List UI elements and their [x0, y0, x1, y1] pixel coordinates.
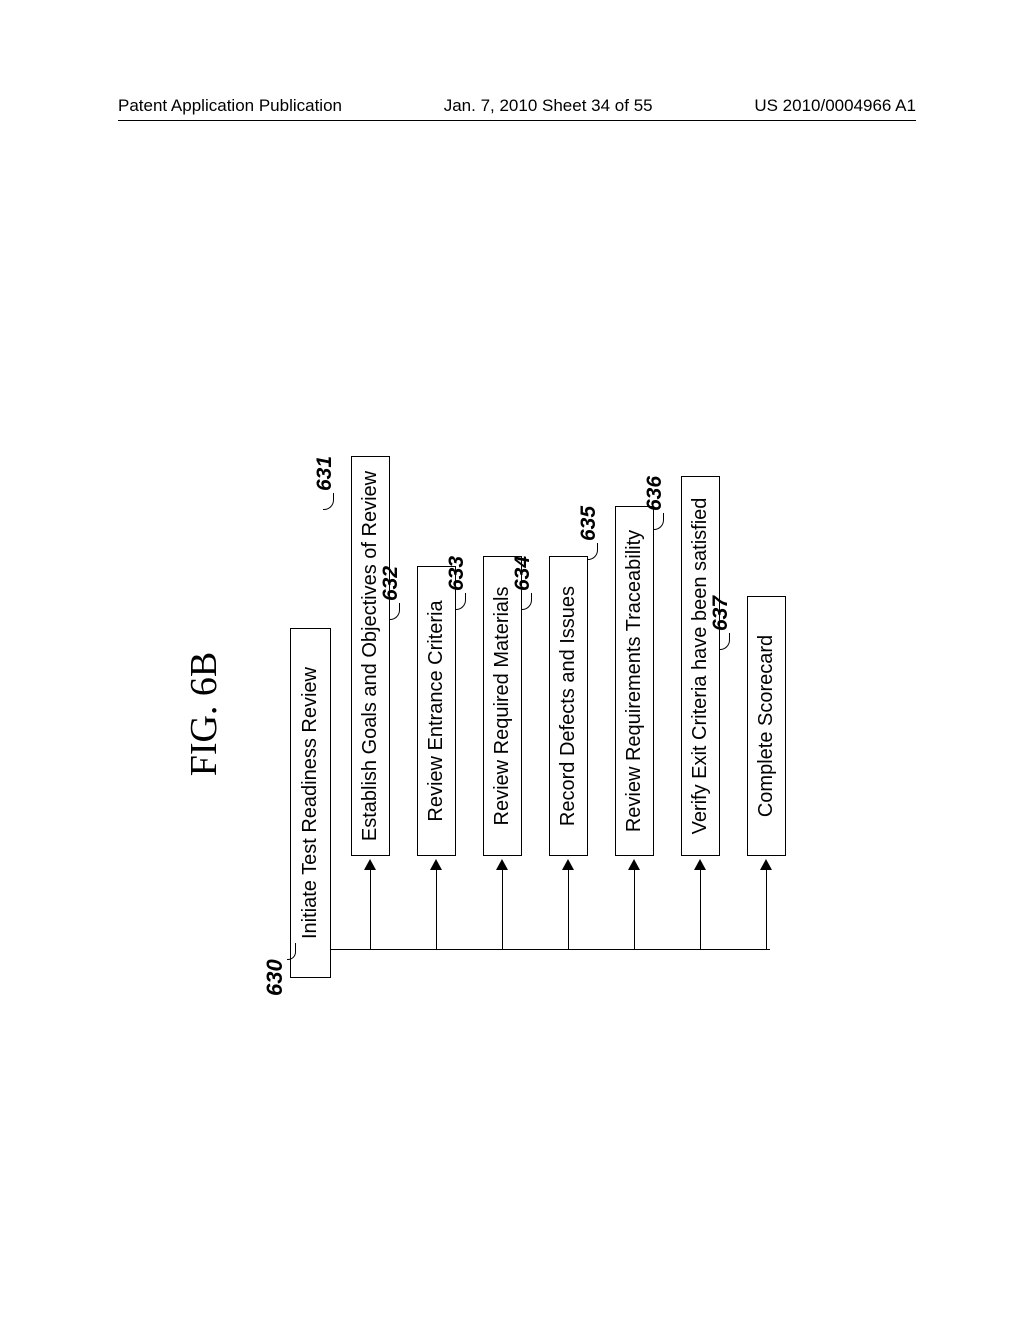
- step-row: 631 Establish Goals and Objectives of Re…: [337, 224, 403, 950]
- figure-rotated-content: FIG. 6B 630 Initiate Test Readiness Revi…: [152, 224, 872, 1204]
- step-row: 634 Record Defects and Issues: [535, 224, 601, 950]
- arrowhead-icon: [694, 859, 706, 870]
- arrowhead-icon: [562, 859, 574, 870]
- step-box: Review Entrance Criteria: [417, 566, 456, 856]
- header-rule: [118, 120, 916, 121]
- ref-curl: [323, 493, 334, 510]
- connector: [634, 868, 635, 950]
- patent-header: Patent Application Publication Jan. 7, 2…: [0, 96, 1024, 116]
- step-box: Review Required Materials: [483, 556, 522, 856]
- tree-area: 631 Establish Goals and Objectives of Re…: [331, 224, 799, 950]
- step-row: 636 Verify Exit Criteria have been satis…: [667, 224, 733, 950]
- arrowhead-icon: [430, 859, 442, 870]
- connector: [502, 868, 503, 950]
- arrowhead-icon: [496, 859, 508, 870]
- header-left: Patent Application Publication: [118, 96, 342, 116]
- arrowhead-icon: [760, 859, 772, 870]
- step-box: Verify Exit Criteria have been satisfied: [681, 476, 720, 856]
- connector: [568, 868, 569, 950]
- step-box: Record Defects and Issues: [549, 556, 588, 856]
- connector: [370, 868, 371, 950]
- header-center: Jan. 7, 2010 Sheet 34 of 55: [444, 96, 653, 116]
- arrowhead-icon: [628, 859, 640, 870]
- step-box: Review Requirements Traceability: [615, 506, 654, 856]
- step-ref: 631: [314, 456, 335, 491]
- figure-title: FIG. 6B: [182, 224, 226, 1204]
- arrowhead-icon: [364, 859, 376, 870]
- connector: [700, 868, 701, 950]
- connector: [436, 868, 437, 950]
- step-box: Complete Scorecard: [747, 596, 786, 856]
- step-row: 633 Review Required Materials: [469, 224, 535, 950]
- step-row: 632 Review Entrance Criteria: [403, 224, 469, 950]
- root-ref-number: 630: [262, 224, 288, 996]
- header-right: US 2010/0004966 A1: [754, 96, 916, 116]
- step-ref-wrap: 631: [314, 456, 335, 510]
- root-step-box: Initiate Test Readiness Review: [290, 628, 331, 978]
- connector: [766, 868, 767, 950]
- step-row: 635 Review Requirements Traceability: [601, 224, 667, 950]
- step-row: 637 Complete Scorecard: [733, 224, 799, 950]
- step-box: Establish Goals and Objectives of Review: [351, 456, 390, 856]
